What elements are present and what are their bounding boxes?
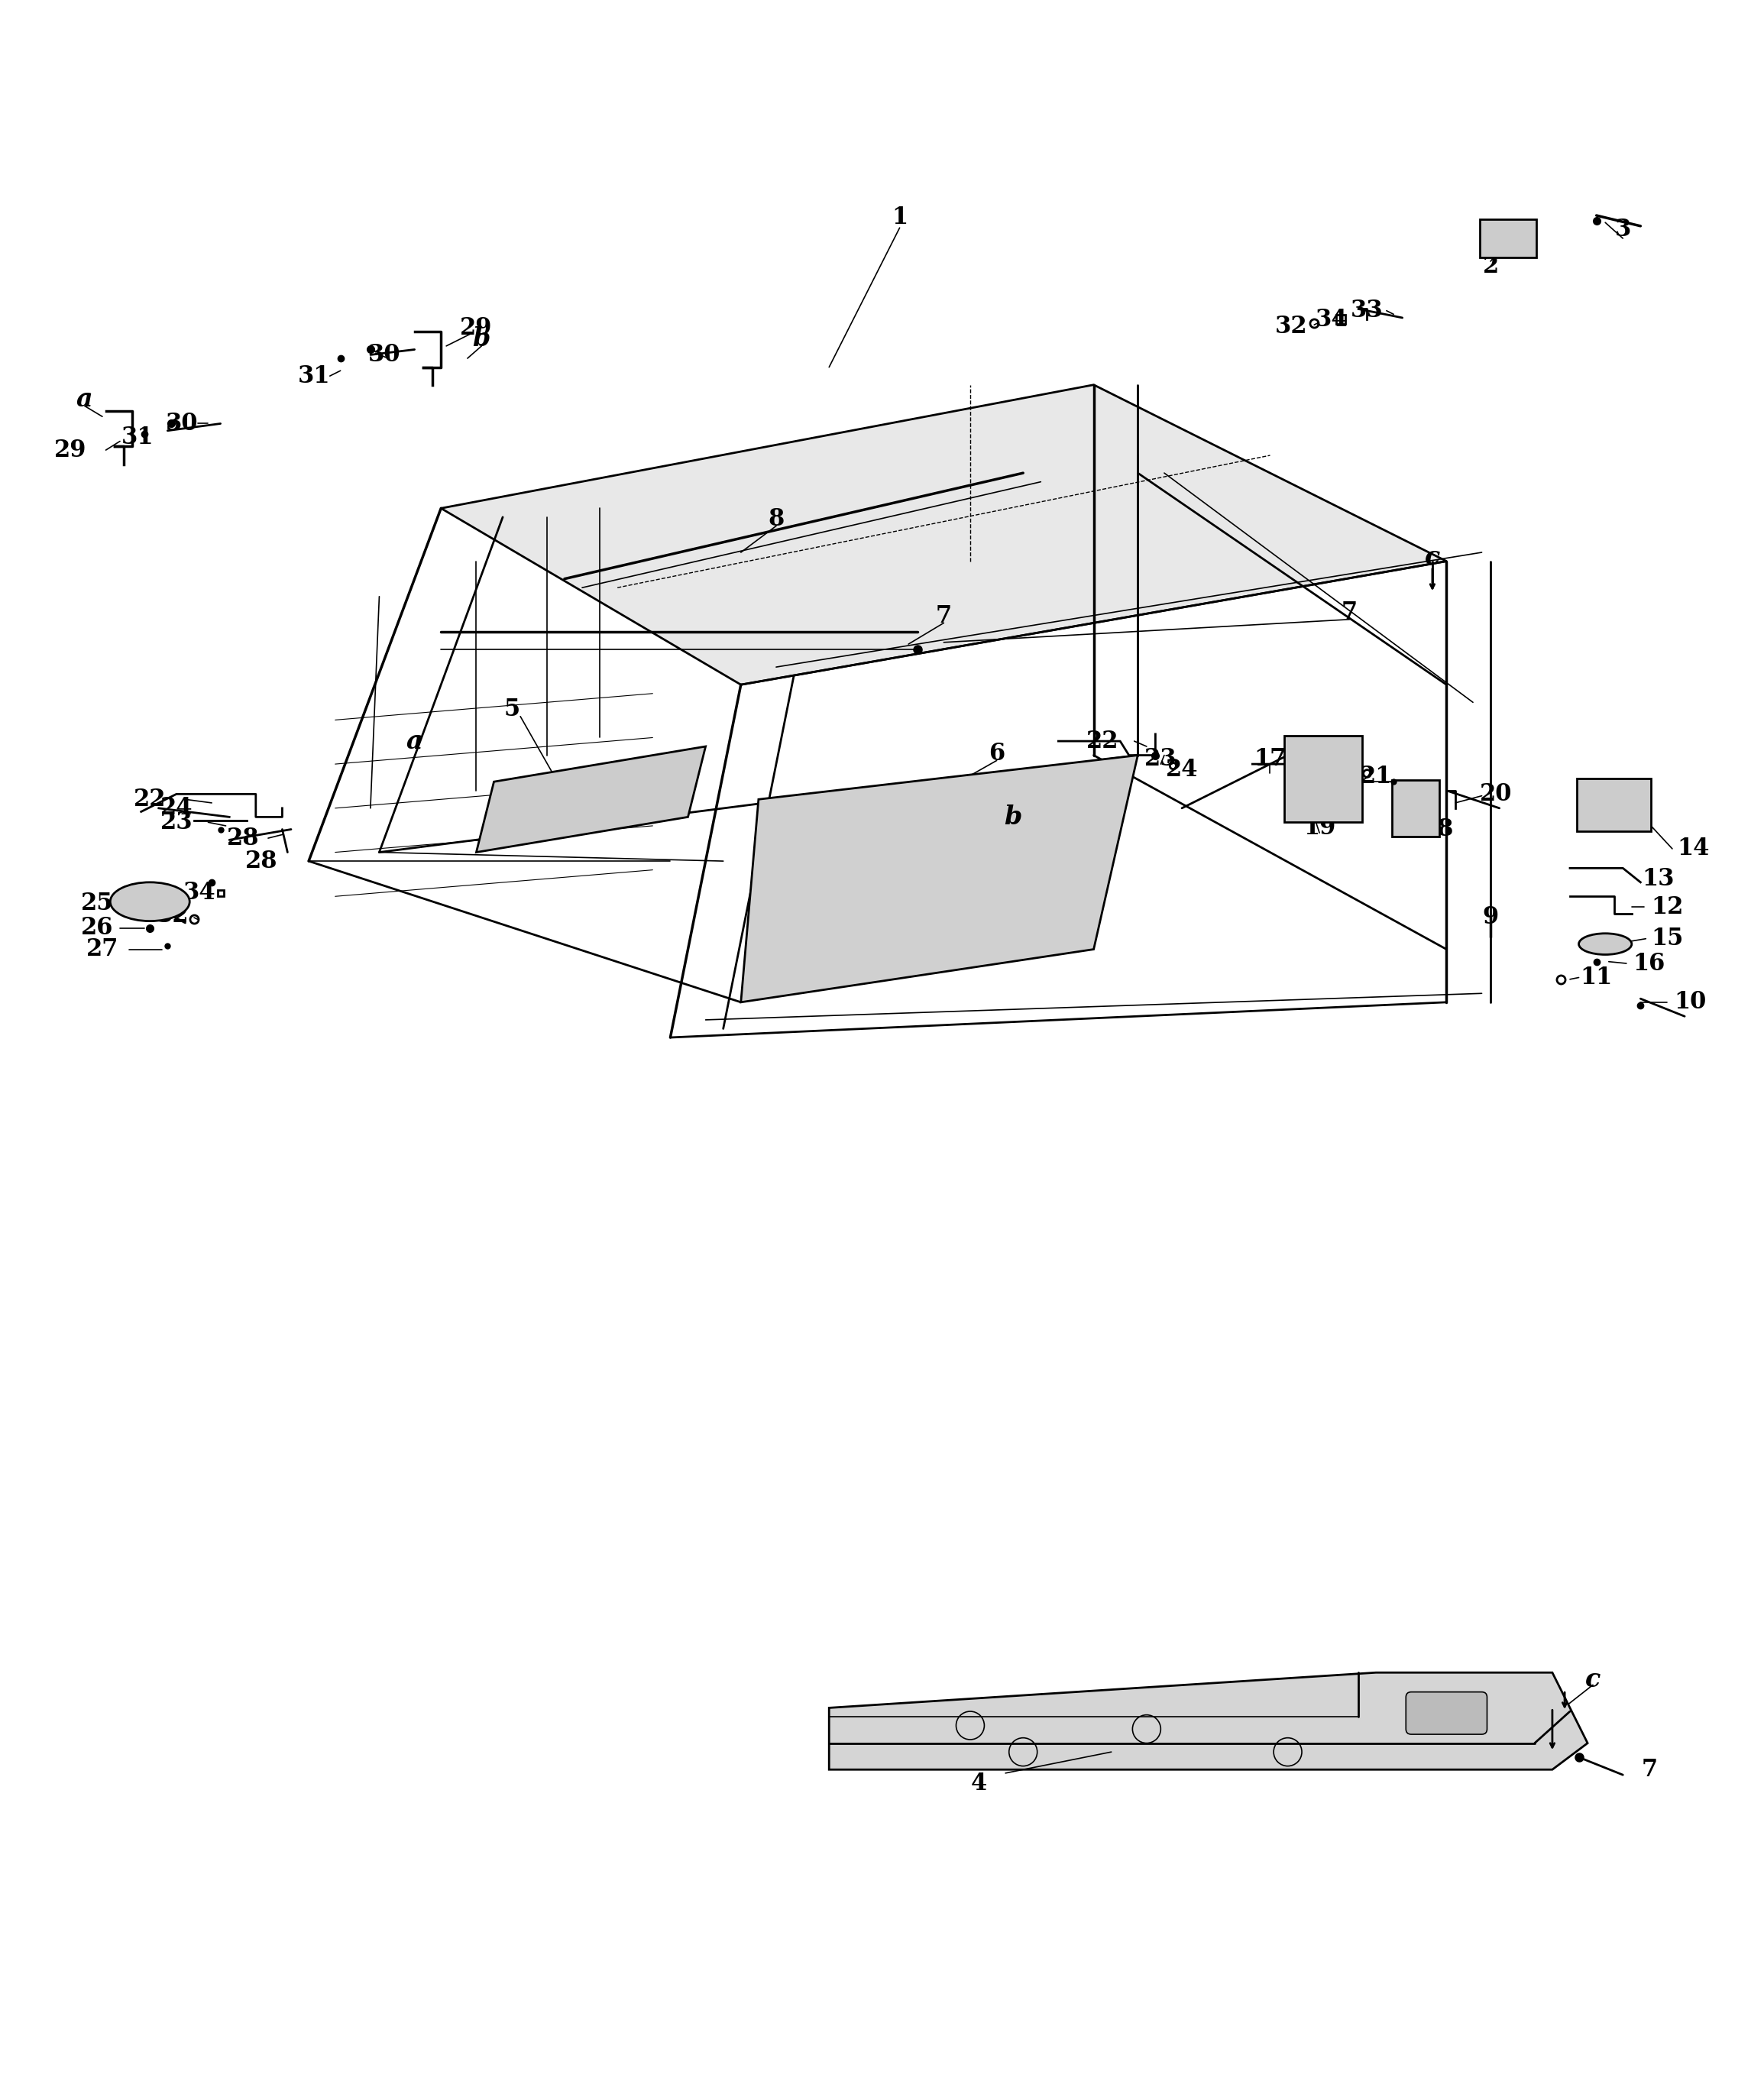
Text: 31: 31 — [298, 363, 330, 388]
Text: 32: 32 — [157, 905, 189, 928]
Text: 30: 30 — [369, 342, 400, 367]
Text: 8: 8 — [767, 506, 785, 531]
Text: 7: 7 — [935, 604, 953, 629]
Text: 11: 11 — [1581, 965, 1612, 990]
Text: 5: 5 — [503, 697, 520, 722]
Text: 1: 1 — [891, 205, 908, 228]
Text: 34: 34 — [183, 882, 215, 905]
Text: 33: 33 — [1351, 299, 1383, 322]
Text: 24: 24 — [161, 797, 192, 820]
Text: 21: 21 — [1360, 764, 1392, 788]
Text: 30: 30 — [166, 411, 198, 436]
Text: 23: 23 — [1145, 747, 1177, 770]
Text: 26: 26 — [81, 917, 113, 940]
Text: c: c — [1586, 1666, 1600, 1693]
Text: 31: 31 — [122, 425, 153, 450]
Text: 7: 7 — [1341, 600, 1358, 625]
FancyBboxPatch shape — [1577, 778, 1651, 832]
Text: 9: 9 — [1482, 905, 1499, 930]
Text: 28: 28 — [245, 849, 277, 874]
Text: 33: 33 — [125, 894, 157, 917]
Text: 32: 32 — [1275, 315, 1307, 338]
Text: b: b — [473, 326, 490, 351]
FancyBboxPatch shape — [1406, 1691, 1487, 1735]
Polygon shape — [829, 1672, 1588, 1770]
Text: 17: 17 — [1254, 747, 1286, 770]
Text: 28: 28 — [228, 826, 259, 851]
FancyBboxPatch shape — [1392, 780, 1439, 836]
Text: 22: 22 — [1087, 728, 1118, 753]
Text: a: a — [406, 728, 423, 753]
Text: 3: 3 — [1614, 218, 1632, 241]
Text: 7: 7 — [1641, 1758, 1658, 1782]
Text: 2: 2 — [1482, 255, 1499, 278]
Polygon shape — [476, 747, 706, 853]
Text: c: c — [1425, 546, 1439, 571]
Ellipse shape — [109, 882, 191, 921]
Text: 29: 29 — [460, 317, 492, 340]
Text: 6: 6 — [988, 741, 1005, 766]
Text: 13: 13 — [1642, 867, 1674, 890]
FancyBboxPatch shape — [1480, 220, 1536, 257]
Text: 22: 22 — [134, 788, 166, 811]
Text: 10: 10 — [1674, 990, 1706, 1015]
Text: 15: 15 — [1651, 928, 1683, 950]
Text: 20: 20 — [1480, 782, 1512, 805]
Text: 12: 12 — [1651, 894, 1683, 919]
Text: a: a — [76, 386, 93, 411]
Text: 4: 4 — [970, 1772, 988, 1795]
Text: 25: 25 — [81, 892, 113, 915]
Polygon shape — [741, 755, 1138, 1002]
Text: 18: 18 — [1422, 818, 1454, 840]
Text: 24: 24 — [1166, 757, 1198, 780]
Text: b: b — [1004, 805, 1021, 830]
Text: 14: 14 — [1678, 836, 1709, 861]
Text: 23: 23 — [161, 811, 192, 834]
Text: 34: 34 — [1316, 307, 1348, 332]
Ellipse shape — [1579, 934, 1632, 954]
Text: 27: 27 — [86, 938, 118, 961]
Polygon shape — [441, 384, 1446, 685]
Text: 16: 16 — [1633, 952, 1665, 975]
Text: 19: 19 — [1304, 815, 1335, 840]
Text: 29: 29 — [55, 438, 86, 463]
FancyBboxPatch shape — [1284, 737, 1362, 822]
